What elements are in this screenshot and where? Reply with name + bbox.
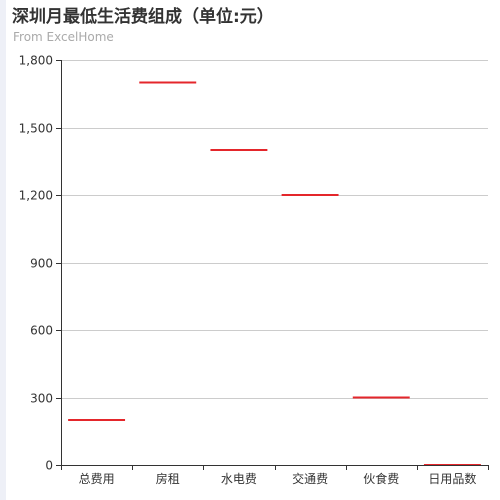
grid-lines	[61, 60, 488, 399]
tick-labels: 0 300 600 900 1,200 1,500 1,800 总费用 房租 水电费 交通费 伙食费 日…	[19, 54, 477, 487]
x-tick-label: 日用品数	[428, 471, 476, 486]
bar-水电费[interactable]	[210, 149, 268, 151]
bar-房租[interactable]	[139, 81, 197, 84]
y-tick-label: 1,500	[19, 122, 53, 136]
y-tick-label: 900	[30, 257, 53, 271]
x-tick-label: 水电费	[221, 472, 257, 486]
bar-伙食费[interactable]	[352, 396, 410, 399]
y-tick-label: 1,800	[19, 54, 53, 68]
x-tick-label: 总费用	[79, 472, 115, 486]
y-tick-label: 600	[30, 324, 53, 338]
y-tick-label: 300	[30, 392, 53, 406]
chart-title: 深圳月最低生活费组成（单位:元）	[12, 7, 274, 27]
x-tick-label: 伙食费	[363, 471, 399, 486]
x-tick-label: 房租	[156, 471, 180, 486]
chart-subtitle: From ExcelHome	[13, 30, 114, 44]
bar-marks	[68, 81, 481, 466]
left-edge-strip	[0, 0, 6, 500]
y-tick-label: 0	[45, 459, 53, 473]
bar-交通费[interactable]	[281, 194, 339, 196]
bar-总费用[interactable]	[68, 419, 126, 421]
y-tick-label: 1,200	[19, 189, 53, 203]
x-tick-label: 交通费	[292, 471, 328, 486]
axes	[56, 60, 489, 470]
